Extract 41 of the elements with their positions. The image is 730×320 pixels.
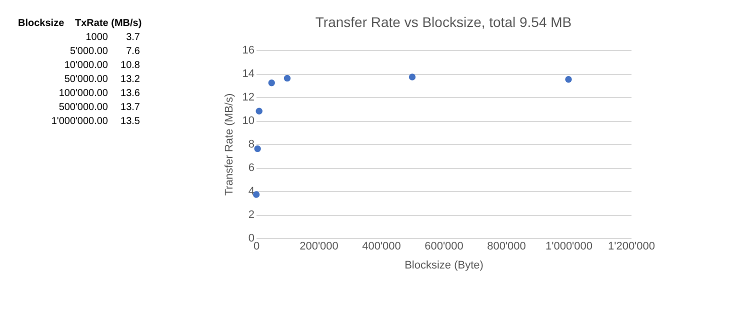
text: 13.6 bbox=[120, 88, 141, 99]
y-tick-label: 12 bbox=[242, 92, 254, 104]
y-tick-label: 6 bbox=[248, 162, 254, 174]
point bbox=[254, 145, 261, 152]
x-tick-label: 1'200'000 bbox=[608, 240, 656, 252]
text: 13.5 bbox=[120, 116, 141, 127]
point bbox=[252, 191, 260, 198]
text: 50'000.00 bbox=[63, 74, 108, 85]
x-tick-label: 400'000 bbox=[362, 240, 401, 252]
x-axis-title: Blocksize (Byte) bbox=[404, 260, 484, 272]
y-tick-label: 16 bbox=[242, 44, 254, 56]
point bbox=[565, 76, 572, 83]
text: 1000 bbox=[84, 32, 108, 43]
text: 5'000.00 bbox=[68, 46, 108, 57]
x-tick-label: 200'000 bbox=[300, 240, 338, 252]
y-tick-label: 14 bbox=[242, 68, 254, 80]
text: 500'000.00 bbox=[58, 102, 108, 113]
y-tick-label: 2 bbox=[248, 209, 254, 221]
text: 13.7 bbox=[120, 102, 141, 113]
point bbox=[408, 74, 416, 80]
y-tick-label: 0 bbox=[248, 232, 254, 244]
text: 1'000'000.00 bbox=[50, 116, 108, 127]
text: 3.7 bbox=[125, 32, 141, 43]
point bbox=[284, 74, 291, 82]
chart-title: Transfer Rate vs Blocksize, total 9.54 MB bbox=[315, 14, 572, 30]
x-tick-label: 600'000 bbox=[424, 240, 464, 252]
text: 100'000.00 bbox=[58, 88, 108, 99]
y-axis-title: Transfer Rate (MB/s) bbox=[223, 93, 236, 196]
point bbox=[268, 80, 275, 86]
text: 10.8 bbox=[120, 60, 141, 71]
text: 10'000.00 bbox=[63, 60, 108, 71]
text: 13.2 bbox=[120, 74, 141, 85]
text: Blocksize bbox=[18, 18, 64, 29]
point bbox=[256, 108, 262, 114]
y-tick-label: 4 bbox=[248, 186, 254, 198]
text: 7.6 bbox=[125, 46, 141, 57]
y-tick-label: 8 bbox=[248, 138, 254, 150]
x-tick-label: 800'000 bbox=[487, 240, 526, 252]
x-tick-label: 1'000'000 bbox=[545, 240, 593, 252]
text: TxRate (MB/s) bbox=[75, 18, 143, 29]
y-tick-label: 10 bbox=[242, 115, 254, 127]
